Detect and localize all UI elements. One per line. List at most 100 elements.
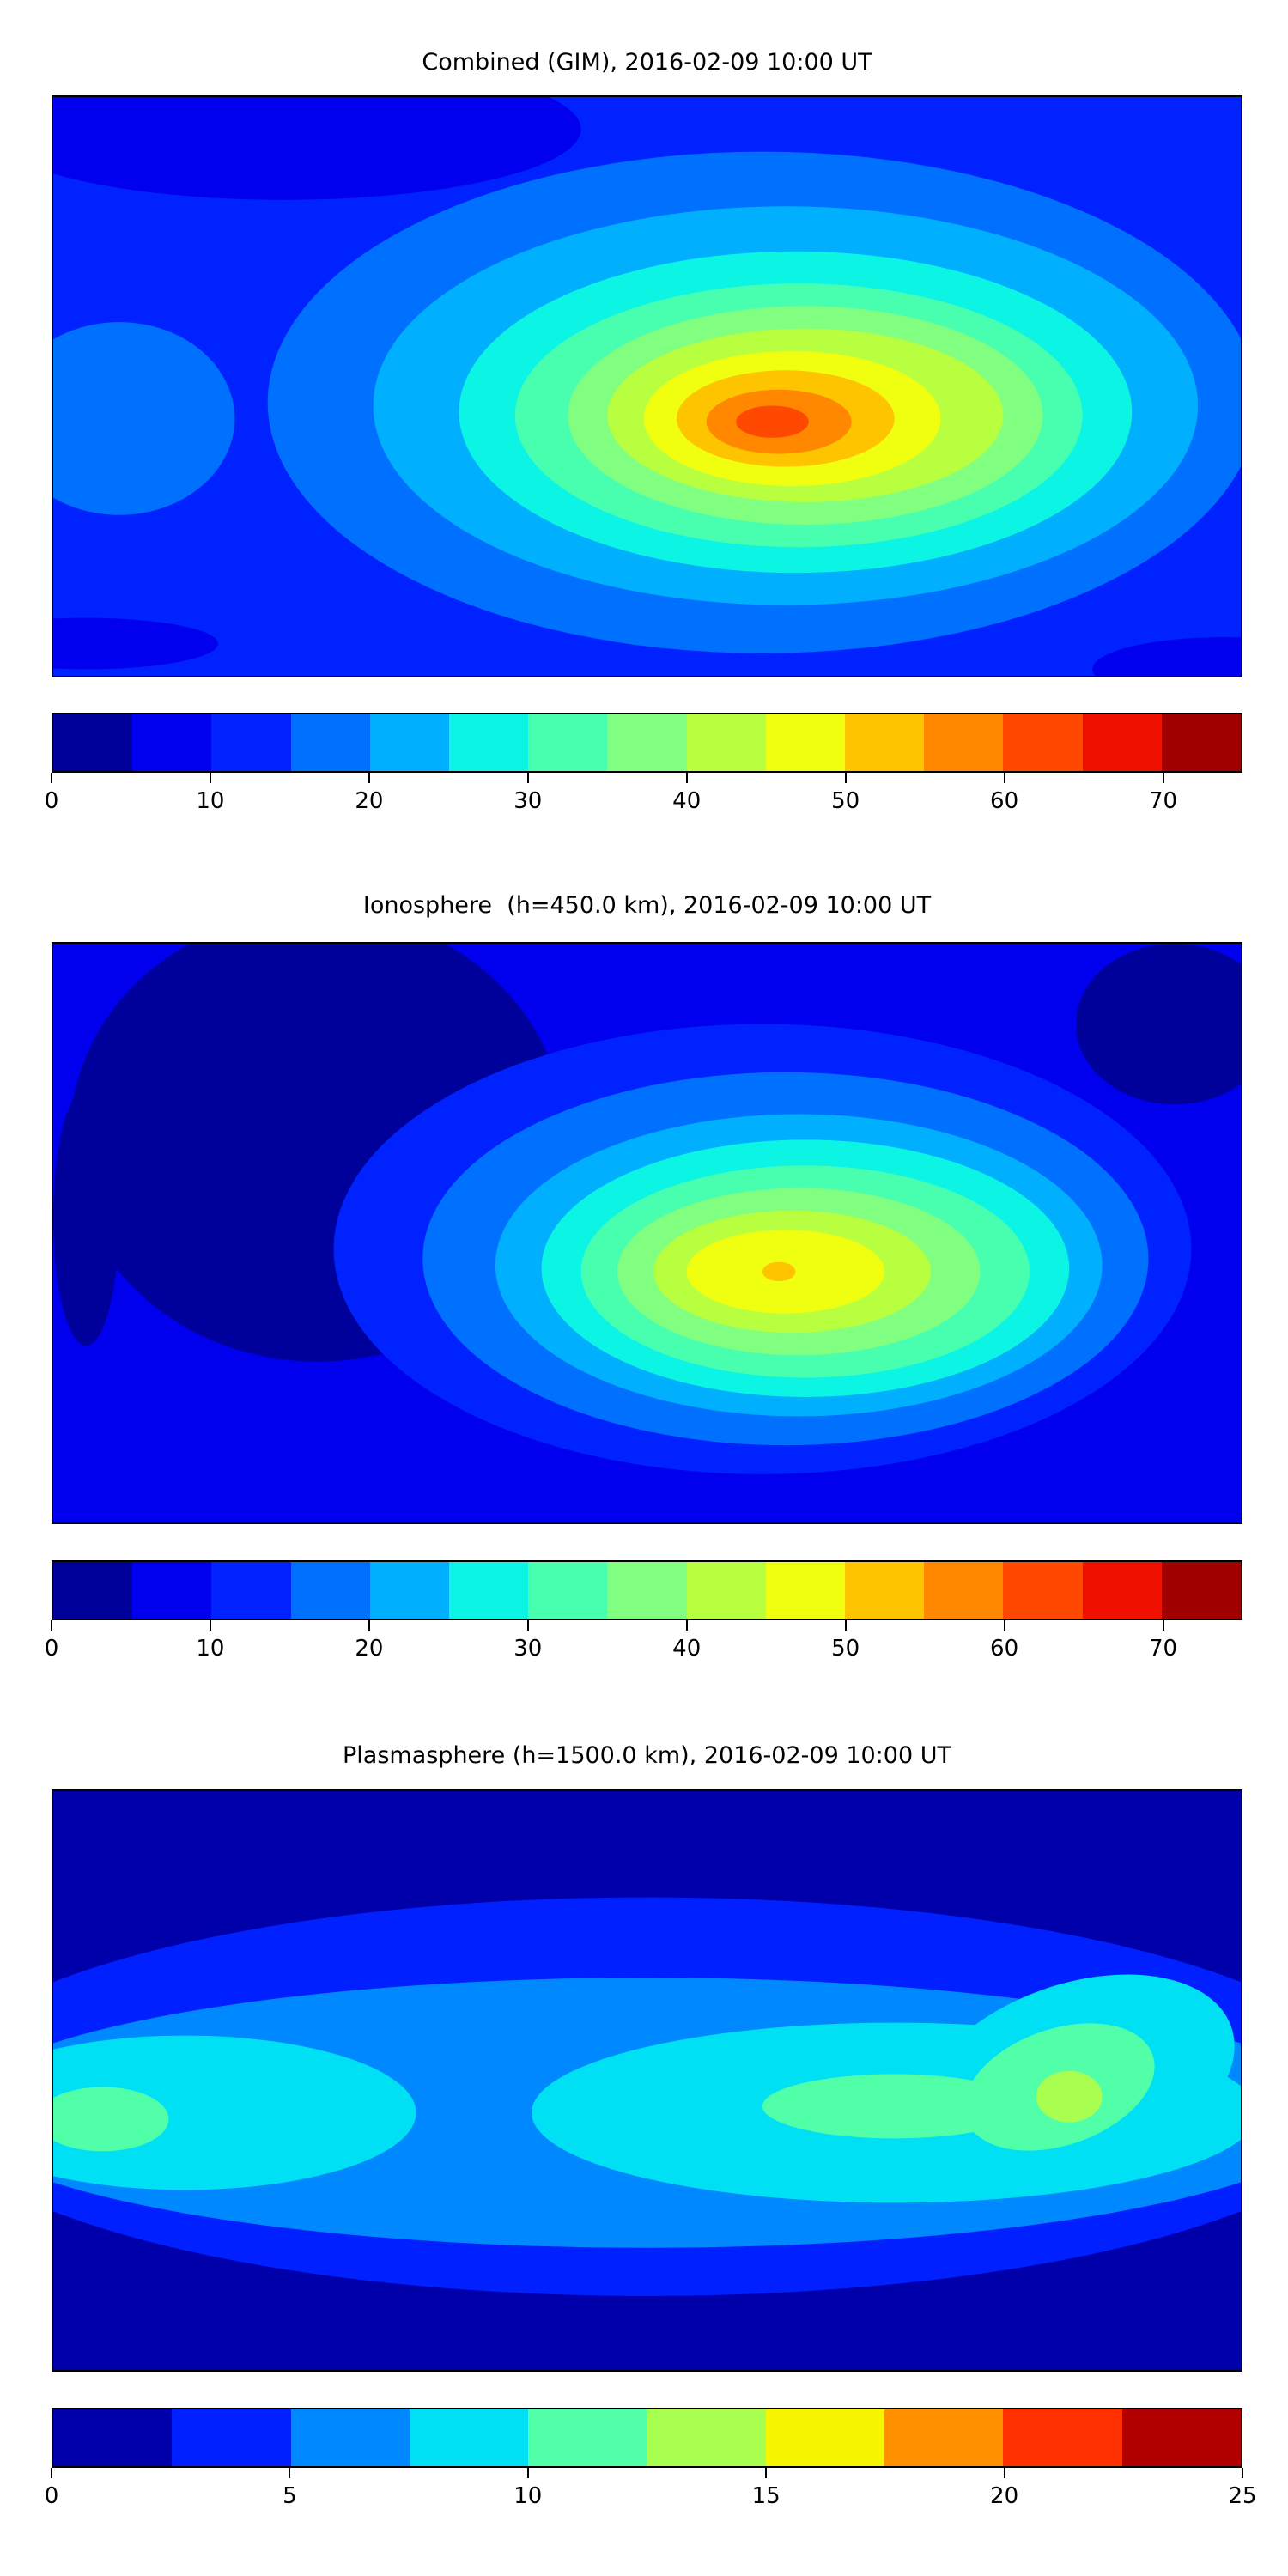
colorbar-tick-label: 20 [355,1636,384,1662]
colorbar-segment [172,2409,291,2466]
colorbar-tick-label: 0 [44,1636,59,1662]
colorbar-segment [1161,714,1242,771]
colorbar-tick-label: 20 [990,2483,1019,2509]
colorbar-segment [132,714,212,771]
colorbar-tick-mark [685,1620,688,1631]
contour-level-region [736,405,809,438]
colorbar-tick-mark [1162,773,1164,783]
contour-level-region [1036,2070,1103,2123]
map-ionosphere [52,942,1242,1524]
colorbar-segment [1003,1562,1083,1619]
colorbar-plasmasphere [52,2408,1242,2468]
colorbar-segment [647,2409,766,2466]
colorbar-segment [607,714,687,771]
colorbar-tick-mark [51,773,52,783]
colorbar-tick-mark [526,2468,529,2478]
colorbar-segment [607,1562,687,1619]
colorbar-segment [409,2409,529,2466]
colorbar-tick-mark [526,773,529,783]
colorbar-tick-label: 5 [283,2483,297,2509]
colorbar-segment [686,1562,766,1619]
colorbar-tick-mark [1003,773,1005,783]
colorbar-tick-mark [51,2468,52,2478]
colorbar-tick-mark [209,1620,211,1631]
colorbar-segment [449,1562,529,1619]
colorbar-tick-mark [765,2468,768,2478]
colorbar-tick-mark [526,1620,529,1631]
contour-level-region [53,2087,169,2152]
colorbar-segment [449,714,529,771]
contour-level-region [762,2074,1027,2139]
colorbar-segment [845,1562,925,1619]
colorbar-tick-mark [1162,1620,1164,1631]
colorbar-ionosphere [52,1560,1242,1620]
colorbar-tick-mark [51,1620,52,1631]
colorbar-tick-label: 50 [831,1636,860,1662]
contour-level-region [53,2035,416,2190]
colorbar-tick-mark [685,773,688,783]
colorbar-tick-mark [368,773,370,783]
colorbar-ticks-combined: 0 10 20 30 40 50 60 70 [45,773,1242,824]
colorbar-tick-mark [1003,2468,1005,2478]
chart-title-combined: Combined (GIM), 2016-02-09 10:00 UT [422,49,872,76]
colorbar-segment [132,1562,212,1619]
colorbar-tick-mark [844,773,847,783]
colorbar-tick-label: 10 [196,788,225,814]
colorbar-segment [369,714,450,771]
colorbar-segment [765,1562,846,1619]
colorbar-segment [290,2409,410,2466]
colorbar-segment [1082,1562,1162,1619]
contour-level-region [53,617,219,670]
colorbar-tick-mark [844,1620,847,1631]
colorbar-segment [1121,2409,1241,2466]
colorbar-segment [528,714,608,771]
colorbar-segment [765,2409,885,2466]
colorbar-segment [369,1562,450,1619]
colorbar-segment [884,2409,1004,2466]
colorbar-ticks-ionosphere: 0 10 20 30 40 50 60 70 [45,1620,1242,1672]
colorbar-segment [53,714,133,771]
colorbar-segment [528,2409,647,2466]
colorbar-tick-label: 0 [44,2483,59,2509]
colorbar-segment [53,1562,133,1619]
colorbar-tick-mark [1003,1620,1005,1631]
colorbar-tick-label: 15 [751,2483,781,2509]
colorbar-tick-label: 50 [831,788,860,814]
map-combined [52,95,1242,677]
colorbar-combined [52,713,1242,773]
chart-title-plasmasphere: Plasmasphere (h=1500.0 km), 2016-02-09 1… [343,1742,951,1769]
colorbar-segment [290,714,370,771]
colorbar-tick-label: 60 [990,1636,1019,1662]
colorbar-tick-mark [368,1620,370,1631]
contour-level-region [762,1261,796,1282]
colorbar-tick-label: 25 [1228,2483,1257,2509]
colorbar-segment [211,1562,291,1619]
contour-level-region [53,97,581,200]
colorbar-segment [924,1562,1004,1619]
colorbar-tick-label: 0 [44,788,59,814]
colorbar-tick-label: 40 [672,1636,702,1662]
contour-level-region [53,322,235,515]
colorbar-segment [1003,2409,1122,2466]
colorbar-segment [924,714,1004,771]
colorbar-ticks-plasmasphere: 0 5 10 15 20 25 [45,2468,1257,2519]
colorbar-tick-mark [1242,2468,1243,2478]
colorbar-tick-mark [209,773,211,783]
colorbar-segment [53,2409,173,2466]
contour-level-region [1092,637,1241,676]
colorbar-segment [528,1562,608,1619]
colorbar-tick-label: 30 [513,788,543,814]
colorbar-tick-label: 70 [1148,788,1178,814]
colorbar-tick-label: 70 [1148,1636,1178,1662]
colorbar-tick-label: 30 [513,1636,543,1662]
colorbar-segment [1003,714,1083,771]
colorbar-segment [765,714,846,771]
colorbar-segment [290,1562,370,1619]
colorbar-segment [1161,1562,1242,1619]
colorbar-tick-label: 40 [672,788,702,814]
colorbar-segment [845,714,925,771]
colorbar-segment [1082,714,1162,771]
colorbar-tick-label: 10 [196,1636,225,1662]
colorbar-tick-mark [289,2468,291,2478]
contour-level-region [53,1088,119,1346]
